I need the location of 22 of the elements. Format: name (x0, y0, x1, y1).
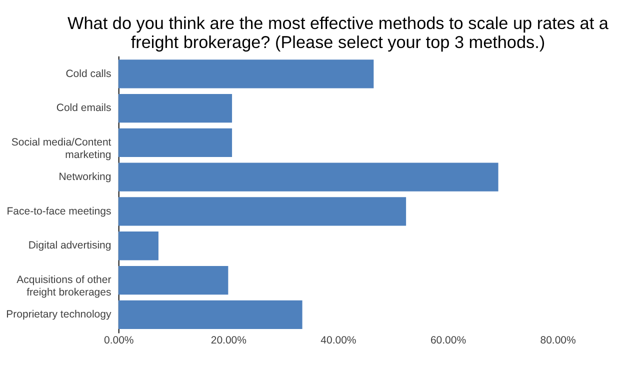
x-tick-label: 20.00% (210, 334, 246, 347)
bar (118, 266, 228, 295)
y-tick-label: Acquisitions of other freight brokerages (16, 274, 112, 299)
chart-title: What do you think are the most effective methods to scale up rates at a freight brokerage? (Please select your top 3 methods.) (68, 13, 609, 52)
y-tick-label: Digital advertising (28, 240, 112, 252)
y-tick-label: Networking (58, 170, 112, 183)
bar (118, 197, 406, 226)
bar (118, 232, 158, 260)
bar (118, 94, 232, 123)
y-tick-label: Face-to-face meetings (6, 205, 112, 218)
y-tick-label: Proprietary technology (6, 308, 112, 321)
bar (118, 128, 232, 158)
bar (118, 162, 498, 192)
bar (118, 300, 302, 329)
x-tick-label: 0.00% (104, 334, 134, 347)
y-tick-label: Cold calls (66, 68, 112, 80)
y-tick-label: Social media/Content marketing (11, 136, 112, 161)
y-tick-label: Cold emails (56, 102, 112, 114)
x-tick-label: 40.00% (320, 334, 356, 347)
x-tick-label: 80.00% (540, 334, 576, 347)
x-tick-label: 60.00% (430, 334, 466, 347)
bar (118, 60, 374, 88)
